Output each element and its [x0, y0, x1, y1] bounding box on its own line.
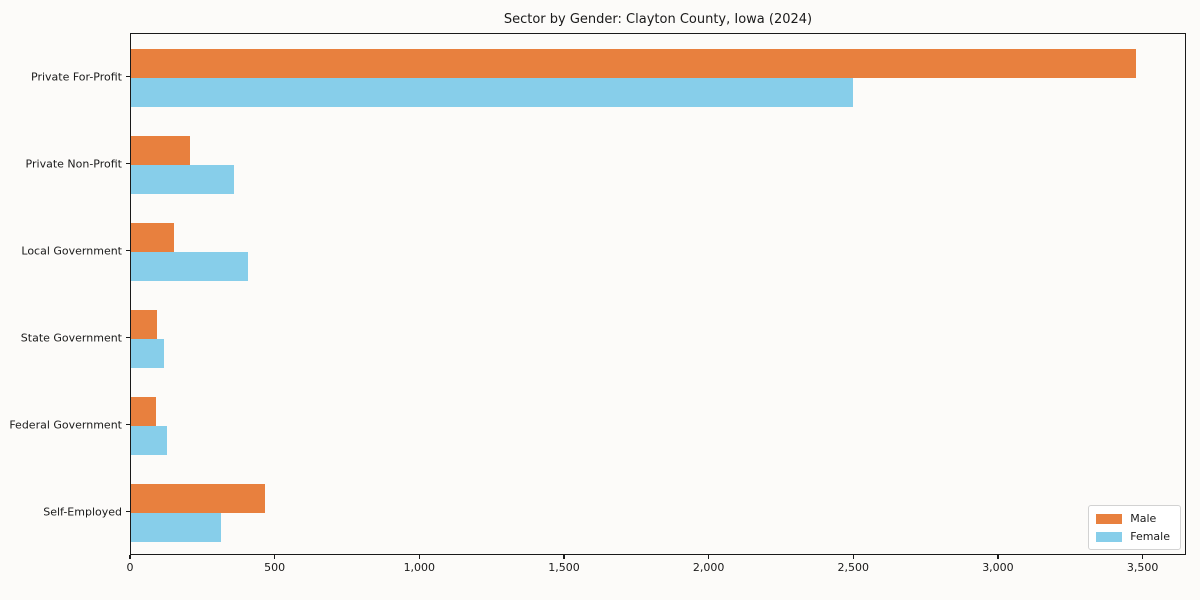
x-tick-label: 3,000	[982, 561, 1014, 574]
x-tick-mark	[1142, 555, 1144, 559]
legend: Male Female	[1088, 505, 1181, 550]
bar-male-private-non-profit	[131, 135, 191, 165]
y-tick-mark	[126, 75, 130, 78]
legend-item-female: Female	[1096, 530, 1170, 543]
x-tick-label: 500	[264, 561, 286, 574]
y-tick-label: Self-Employed	[43, 505, 122, 518]
y-tick-mark	[126, 423, 130, 426]
legend-label-male: Male	[1130, 512, 1157, 525]
y-tick-label: State Government	[20, 331, 122, 344]
legend-item-male: Male	[1096, 512, 1170, 525]
bar-male-self-employed	[131, 483, 266, 513]
x-tick-label: 2,500	[837, 561, 870, 574]
category-row	[131, 382, 1185, 469]
y-tick-label: Local Government	[21, 244, 122, 257]
x-tick-mark	[129, 555, 131, 559]
bar-female-local-government	[131, 251, 248, 281]
x-tick-label: 2,000	[692, 561, 725, 574]
y-tick-mark	[126, 510, 130, 513]
x-tick-mark	[274, 555, 276, 559]
y-tick-label: Private Non-Profit	[25, 157, 122, 170]
chart-title: Sector by Gender: Clayton County, Iowa (…	[503, 12, 813, 27]
y-tick-mark	[126, 336, 130, 339]
x-tick-mark	[418, 555, 420, 559]
plot-area: Male Female	[130, 33, 1186, 555]
bar-female-private-non-profit	[131, 164, 234, 194]
category-row	[131, 295, 1185, 382]
category-row	[131, 121, 1185, 208]
y-tick-label: Private For-Profit	[31, 70, 122, 83]
legend-swatch-female	[1096, 531, 1123, 542]
y-tick-mark	[126, 249, 130, 252]
y-tick-label: Federal Government	[9, 418, 122, 431]
bar-male-local-government	[131, 222, 175, 252]
bar-male-federal-government	[131, 396, 156, 426]
bar-female-private-for-profit	[131, 77, 853, 107]
bar-female-self-employed	[131, 512, 221, 542]
legend-label-female: Female	[1130, 530, 1170, 543]
x-tick-mark	[563, 555, 565, 559]
bar-female-state-government	[131, 338, 165, 368]
legend-swatch-male	[1096, 513, 1123, 524]
category-row	[131, 34, 1185, 121]
x-tick-label: 1,500	[548, 561, 580, 574]
bar-female-federal-government	[131, 425, 168, 455]
category-row	[131, 208, 1185, 295]
x-tick-mark	[997, 555, 999, 559]
x-tick-label: 0	[126, 561, 134, 574]
bar-male-private-for-profit	[131, 48, 1136, 78]
x-tick-label: 1,000	[403, 561, 436, 574]
category-row	[131, 469, 1185, 556]
x-tick-mark	[708, 555, 710, 559]
x-tick-label: 3,500	[1126, 561, 1159, 574]
bar-male-state-government	[131, 309, 157, 339]
y-tick-mark	[126, 162, 130, 165]
x-tick-mark	[852, 555, 854, 559]
